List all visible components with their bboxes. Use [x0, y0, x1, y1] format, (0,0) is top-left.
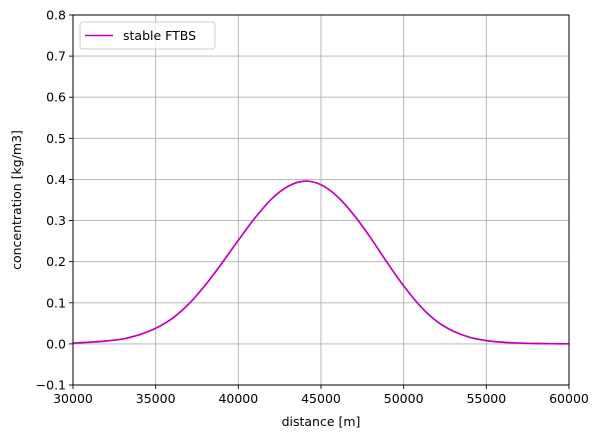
y-tick-label: 0.6	[46, 90, 66, 105]
y-tick-label: 0.5	[46, 131, 66, 146]
x-tick-label: 50000	[384, 391, 424, 406]
grid	[72, 14, 570, 386]
y-tick-label: −0.1	[36, 378, 66, 393]
y-tick-label: 0.3	[46, 213, 66, 228]
x-tick-label: 45000	[301, 391, 341, 406]
y-tick-label: 0.1	[46, 295, 66, 310]
y-axis: −0.1 0.0 0.1 0.2 0.3 0.4 0.5 0.6 0.7 0.8	[36, 8, 73, 393]
plot-area	[72, 180, 570, 345]
y-tick-label: 0.0	[46, 336, 66, 351]
y-tick-label: 0.4	[46, 172, 66, 187]
y-tick-label: 0.7	[46, 49, 66, 64]
y-tick-label: 0.2	[46, 254, 66, 269]
x-axis: 30000 35000 40000 45000 50000 55000 60000	[53, 385, 589, 406]
x-tick-label: 55000	[466, 391, 506, 406]
x-tick-label: 30000	[53, 391, 93, 406]
x-axis-label: distance [m]	[282, 414, 361, 429]
y-axis-label: concentration [kg/m3]	[9, 130, 24, 270]
series-line-0	[72, 180, 570, 345]
legend-entry-stable-ftbs: stable FTBS	[123, 28, 196, 43]
x-tick-label: 35000	[136, 391, 176, 406]
legend-box	[79, 21, 216, 50]
y-tick-label: 0.8	[46, 8, 66, 23]
x-tick-label: 40000	[218, 391, 258, 406]
x-tick-label: 60000	[549, 391, 589, 406]
legend: stable FTBS	[79, 21, 216, 50]
